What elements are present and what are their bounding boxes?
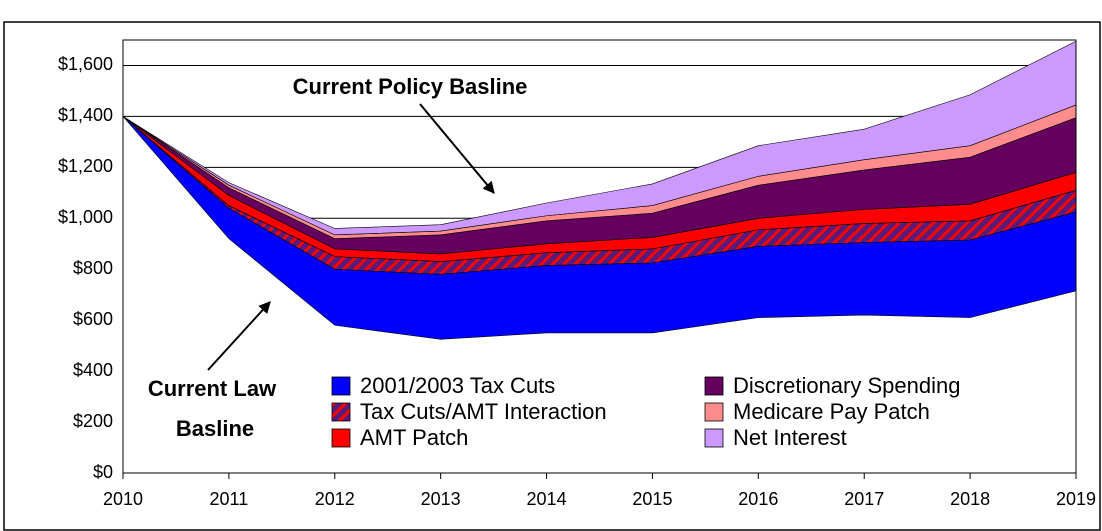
arrow (207, 301, 271, 371)
legend-label: AMT Patch (360, 425, 468, 450)
plot-area (122, 40, 1077, 474)
x-tick-label: 2010 (103, 489, 143, 509)
annotation: Basline (176, 416, 254, 441)
chart-border (3, 21, 1101, 531)
y-tick-label: $1,200 (58, 156, 113, 176)
y-tick-label: $1,400 (58, 105, 113, 125)
y-tick-label: $600 (73, 309, 113, 329)
legend-swatch (704, 428, 724, 448)
legend-swatch (331, 376, 351, 396)
y-tick-label: $0 (93, 462, 113, 482)
legend-label: Tax Cuts/AMT Interaction (360, 399, 607, 424)
plot-frame (122, 39, 1077, 474)
legend-label: Net Interest (733, 425, 847, 450)
x-tick-label: 2017 (844, 489, 884, 509)
x-tick-label: 2015 (632, 489, 672, 509)
x-tick-label: 2014 (527, 489, 567, 509)
legend-label: 2001/2003 Tax Cuts (360, 373, 555, 398)
x-tick-label: 2013 (421, 489, 461, 509)
arrow (419, 103, 495, 194)
x-tick-label: 2018 (950, 489, 990, 509)
y-tick-label: $800 (73, 258, 113, 278)
x-tick-label: 2012 (315, 489, 355, 509)
y-tick-label: $400 (73, 360, 113, 380)
x-tick-label: 2011 (210, 489, 249, 509)
annotation: Current Policy Basline (293, 74, 528, 99)
legend-swatch (331, 402, 351, 422)
y-tick-label: $1,600 (58, 54, 113, 74)
legend-swatch (331, 428, 351, 448)
legend-swatch (704, 376, 724, 396)
baseline-area (123, 116, 1076, 473)
y-tick-label: $200 (73, 411, 113, 431)
legend-label: Discretionary Spending (733, 373, 960, 398)
x-tick-label: 2016 (738, 489, 778, 509)
x-tick-label: 2019 (1056, 489, 1096, 509)
legend-label: Medicare Pay Patch (733, 399, 930, 424)
y-tick-label: $1,000 (58, 207, 113, 227)
legend-swatch (704, 402, 724, 422)
annotation: Current Law (148, 376, 277, 401)
